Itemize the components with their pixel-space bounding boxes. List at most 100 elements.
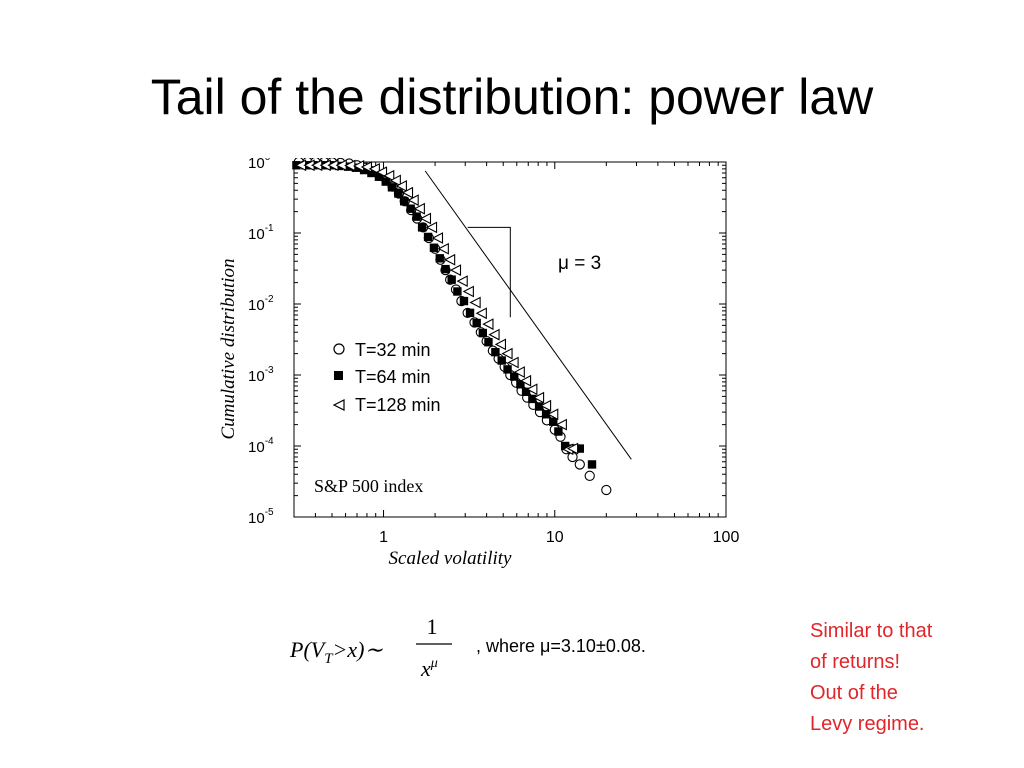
- data-point-64min: [541, 410, 551, 419]
- volatility-distribution-chart: 1 10 100 100 10-1 10-2 10-3 10-4 10-5 Scaled vol…: [210, 158, 750, 580]
- data-point-64min: [412, 212, 421, 221]
- data-point-64min: [549, 417, 558, 426]
- tick-labels: 1 10 100 100 10-1 10-2 10-3 10-4 10-5: [248, 158, 739, 546]
- data-point-64min: [423, 232, 433, 242]
- x-tick-label: 100: [713, 529, 740, 546]
- y-tick-label: 10-5: [248, 507, 274, 527]
- axis-ticks: [293, 161, 727, 518]
- data-point-64min: [510, 372, 519, 381]
- formula-lhs: P(VT>x)∼: [289, 637, 383, 667]
- data-point-64min: [429, 243, 439, 252]
- x-tick-label: 1: [379, 529, 388, 546]
- data-point-32min: [574, 459, 585, 470]
- data-point-64min: [367, 168, 376, 178]
- data-point-128min: [526, 383, 538, 396]
- data-point-128min: [360, 161, 372, 173]
- data-point-128min: [555, 418, 567, 431]
- data-point-64min: [441, 264, 450, 274]
- x-axis-label: Scaled volatility: [389, 548, 513, 569]
- slope-triangle: [467, 226, 511, 318]
- side-note: Similar to that of returns! Out of the L…: [810, 616, 1000, 740]
- data-point-64min: [374, 172, 384, 181]
- data-point-128min: [431, 232, 444, 244]
- data-point-128min: [395, 180, 407, 192]
- data-point-128min: [383, 169, 395, 182]
- y-tick-label: 10-4: [248, 436, 274, 456]
- data-point-64min: [465, 308, 475, 318]
- legend-marker-square: [334, 371, 343, 380]
- data-point-64min: [399, 197, 409, 206]
- data-point-128min: [475, 307, 487, 320]
- data-point-32min: [601, 484, 612, 496]
- data-point-64min: [587, 460, 597, 469]
- y-tick-label: 10-1: [248, 223, 274, 243]
- data-point-128min: [456, 275, 468, 288]
- data-point-128min: [425, 221, 438, 234]
- formula-denominator-exponent: μ: [430, 656, 438, 671]
- formula-denominator: xμ: [420, 656, 438, 681]
- power-law-formula: P(VT>x)∼ 1 xμ: [288, 612, 468, 692]
- data-point-32min: [584, 470, 595, 481]
- data-point-128min: [437, 242, 449, 255]
- y-tick-label: 10-2: [248, 294, 274, 314]
- side-note-line-3: Out of the: [810, 682, 898, 704]
- chart-background: [210, 158, 750, 580]
- data-point-128min: [539, 399, 552, 412]
- data-point-128min: [547, 408, 559, 421]
- legend-entry-32min: T=32 min: [355, 340, 431, 360]
- data-point-128min: [389, 174, 401, 187]
- data-point-64min: [521, 387, 531, 396]
- data-point-128min: [449, 264, 462, 277]
- side-note-line-4: Levy regime.: [810, 713, 925, 735]
- data-point-64min: [459, 296, 469, 306]
- data-point-64min: [351, 163, 361, 172]
- data-point-128min: [401, 186, 414, 199]
- data-point-64min: [516, 380, 525, 389]
- data-point-128min: [482, 318, 494, 331]
- data-point-64min: [472, 318, 481, 328]
- formula-numerator: 1: [427, 614, 438, 639]
- data-point-128min: [443, 253, 456, 266]
- data-point-64min: [478, 328, 488, 338]
- data-point-64min: [554, 427, 563, 436]
- side-note-line-2: of returns!: [810, 651, 901, 673]
- data-point-128min: [494, 338, 507, 351]
- legend-entry-128min: T=128 min: [355, 395, 441, 415]
- legend-entry-64min: T=64 min: [355, 367, 431, 387]
- side-note-line-1: Similar to that: [810, 620, 933, 642]
- data-point-128min: [501, 347, 513, 360]
- y-tick-label: 100: [248, 158, 271, 172]
- formula-lhs-rest: >x)∼: [333, 637, 384, 662]
- chart-legend: T=32 min T=64 min T=128 min: [332, 340, 441, 415]
- data-point-64min: [528, 394, 537, 404]
- slope-label: μ = 3: [558, 253, 601, 274]
- reference-lines: [424, 170, 632, 460]
- y-axis-label: Cumulative distribution: [218, 258, 239, 439]
- data-point-128min: [488, 328, 500, 341]
- data-point-64min: [497, 356, 506, 365]
- data-point-128min: [519, 374, 532, 387]
- data-point-64min: [560, 441, 570, 451]
- data-point-64min: [406, 204, 415, 213]
- data-point-64min: [417, 223, 427, 232]
- data-point-64min: [387, 183, 397, 192]
- x-tick-label: 10: [546, 529, 564, 546]
- data-point-128min: [413, 202, 425, 215]
- data-point-64min: [503, 365, 512, 374]
- data-point-128min: [375, 166, 388, 179]
- data-point-128min: [513, 366, 525, 378]
- data-point-128min: [462, 285, 474, 298]
- legend-marker-circle: [333, 343, 345, 355]
- data-point-128min: [532, 391, 545, 404]
- slide-title: Tail of the distribution: power law: [150, 69, 874, 125]
- formula-lhs-subscript: T: [324, 651, 334, 667]
- data-point-64min: [447, 275, 456, 284]
- data-point-64min: [484, 337, 493, 347]
- data-point-64min: [491, 347, 500, 357]
- data-point-128min: [469, 296, 481, 309]
- data-point-64min: [435, 254, 444, 263]
- data-point-128min: [507, 356, 519, 369]
- formula-denominator-base: x: [420, 656, 431, 681]
- data-point-64min: [394, 189, 403, 198]
- data-point-128min: [368, 162, 380, 175]
